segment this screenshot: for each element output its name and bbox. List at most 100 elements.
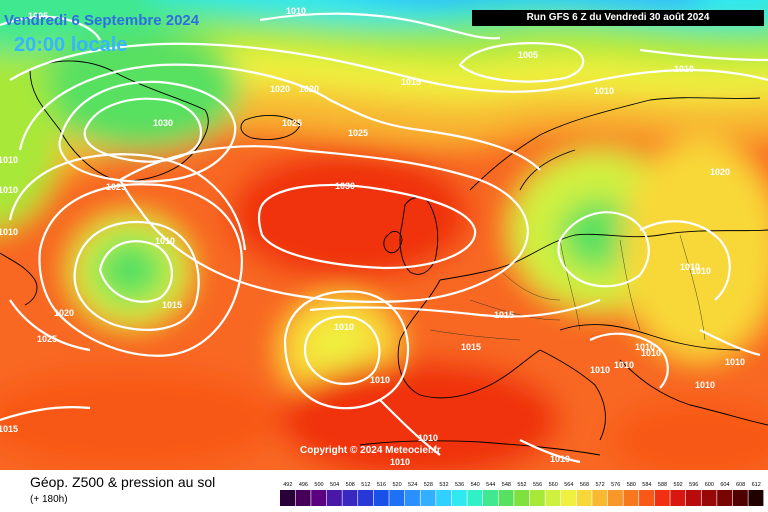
legend-tick-label: 524 <box>408 482 417 488</box>
product-title: Géop. Z500 & pression au sol <box>30 474 216 490</box>
legend-tick-label: 568 <box>580 482 589 488</box>
isobar-label: 1010 <box>418 433 438 443</box>
isobar-label: 1015 <box>461 342 481 352</box>
legend-tick-label: 564 <box>564 482 573 488</box>
forecast-lead-time: (+ 180h) <box>30 494 68 505</box>
legend-tick-label: 584 <box>642 482 651 488</box>
legend-tick-label: 572 <box>595 482 604 488</box>
legend-swatch <box>467 490 483 506</box>
isobar-label: 1010 <box>155 236 175 246</box>
legend-tick-label: 600 <box>705 482 714 488</box>
legend-swatch <box>576 490 592 506</box>
legend-swatch <box>529 490 545 506</box>
legend-tick-label: 576 <box>611 482 620 488</box>
isobar-label: 1010 <box>390 457 410 467</box>
legend-swatch <box>358 490 374 506</box>
legend-swatch <box>623 490 639 506</box>
isobars <box>0 12 768 464</box>
isobar-label: 1015 <box>401 77 421 87</box>
legend-tick-label: 556 <box>533 482 542 488</box>
legend-tick-label: 520 <box>393 482 402 488</box>
isobar-label: 1005 <box>28 11 48 21</box>
isobar-label: 1010 <box>674 64 694 74</box>
legend-swatch <box>514 490 530 506</box>
legend-swatch <box>389 490 405 506</box>
legend-swatch <box>685 490 701 506</box>
isobar-label: 1010 <box>370 375 390 385</box>
legend-tick-label: 540 <box>471 482 480 488</box>
legend-tick-label: 592 <box>674 482 683 488</box>
legend-tick-label: 608 <box>736 482 745 488</box>
legend-swatch <box>420 490 436 506</box>
legend-tick-label: 580 <box>627 482 636 488</box>
legend-swatch <box>639 490 655 506</box>
isobar-label: 1010 <box>614 360 634 370</box>
legend-tick-label: 492 <box>283 482 292 488</box>
isobar-label: 1025 <box>37 334 57 344</box>
legend-swatch <box>561 490 577 506</box>
isobar-label: 1025 <box>106 182 126 192</box>
isobar-label: 1010 <box>641 348 661 358</box>
legend-swatch <box>545 490 561 506</box>
legend-swatch <box>311 490 327 506</box>
isobar-label: 1015 <box>162 300 182 310</box>
legend-tick-labels: 492 496 500 504 508 512 516 520 524 528 532 536 540 5… <box>283 482 761 488</box>
legend-tick-label: 552 <box>517 482 526 488</box>
legend-tick-label: 532 <box>439 482 448 488</box>
legend-swatch <box>295 490 311 506</box>
legend-tick-label: 528 <box>424 482 433 488</box>
legend-tick-label: 512 <box>361 482 370 488</box>
legend-tick-label: 548 <box>502 482 511 488</box>
isobar-label: 1010 <box>725 357 745 367</box>
copyright-notice: Copyright © 2024 Meteociel.fr <box>300 445 441 456</box>
isobar-label: 1010 <box>550 454 570 464</box>
legend-swatches <box>280 490 764 506</box>
geopotential-field <box>0 0 768 470</box>
color-scale-legend: 492 496 500 504 508 512 516 520 524 528 532 536 540 5… <box>280 482 764 506</box>
legend-swatch <box>404 490 420 506</box>
isobar-label: 1020 <box>270 84 290 94</box>
isobar-label: 1010 <box>334 322 354 332</box>
legend-swatch <box>717 490 733 506</box>
legend-swatch <box>436 490 452 506</box>
legend-tick-label: 500 <box>314 482 323 488</box>
isobar-label: 1025 <box>282 118 302 128</box>
legend-swatch <box>451 490 467 506</box>
legend-tick-label: 612 <box>752 482 761 488</box>
isobar-label: 1010 <box>680 262 700 272</box>
legend-swatch <box>373 490 389 506</box>
forecast-time: 20:00 locale <box>14 34 128 56</box>
isobar-label: 1010 <box>0 155 18 165</box>
legend-swatch <box>592 490 608 506</box>
isobar-label: 1015 <box>494 310 514 320</box>
isobar-label: 1025 <box>348 128 368 138</box>
legend-swatch <box>748 490 764 506</box>
legend-swatch <box>670 490 686 506</box>
isobar-label: 1010 <box>594 86 614 96</box>
legend-tick-label: 604 <box>720 482 729 488</box>
legend-swatch <box>280 490 296 506</box>
legend-swatch <box>482 490 498 506</box>
isobar-label: 1020 <box>299 84 319 94</box>
borders <box>429 234 706 341</box>
isobar-label: 1030 <box>153 118 173 128</box>
isobar-label: 1010 <box>286 6 306 16</box>
legend-tick-label: 496 <box>299 482 308 488</box>
legend-tick-label: 596 <box>689 482 698 488</box>
forecast-date: Vendredi 6 Septembre 2024 <box>4 12 200 29</box>
legend-tick-label: 504 <box>330 482 339 488</box>
legend-tick-label: 544 <box>486 482 495 488</box>
isobar-label: 1010 <box>590 365 610 375</box>
isobar-label: 1010 <box>0 185 18 195</box>
legend-tick-label: 508 <box>346 482 355 488</box>
isobar-label: 1020 <box>710 167 730 177</box>
isobar-label: 1010 <box>695 380 715 390</box>
model-run-banner: Run GFS 6 Z du Vendredi 30 août 2024 <box>472 10 764 26</box>
legend-tick-label: 588 <box>658 482 667 488</box>
isobar-label: 1015 <box>0 424 18 434</box>
isobar-label: 1005 <box>518 50 538 60</box>
isobar-label: 1010 <box>691 266 711 276</box>
legend-swatch <box>654 490 670 506</box>
legend-tick-label: 560 <box>549 482 558 488</box>
